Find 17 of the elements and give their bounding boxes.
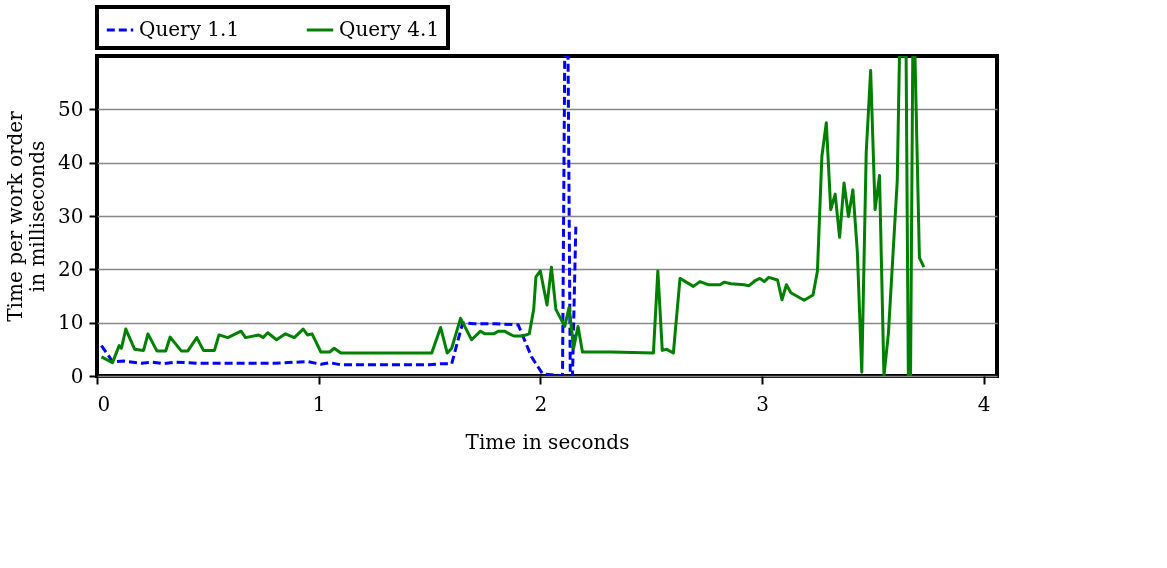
x-tick-label: 1 — [312, 391, 326, 416]
x-tick-label: 2 — [534, 391, 548, 416]
y-tick-label: 10 — [58, 310, 84, 335]
y-axis-title: Time per work order in milliseconds — [3, 110, 50, 322]
line-series — [99, 56, 578, 376]
x-tick-label: 4 — [977, 391, 991, 416]
line-series — [99, 56, 926, 376]
x-tick-label: 3 — [756, 391, 769, 416]
x-axis-title: Time in seconds — [465, 429, 630, 454]
x-tick-label: 0 — [97, 391, 111, 416]
legend-label: Query 1.1 — [139, 17, 240, 41]
y-tick-label: 0 — [70, 363, 84, 388]
y-tick-label: 50 — [58, 96, 84, 121]
y-tick-label: 40 — [58, 150, 84, 175]
legend-label: Query 4.1 — [339, 17, 440, 41]
y-tick-label: 30 — [58, 203, 84, 228]
y-tick-label: 20 — [58, 256, 84, 281]
